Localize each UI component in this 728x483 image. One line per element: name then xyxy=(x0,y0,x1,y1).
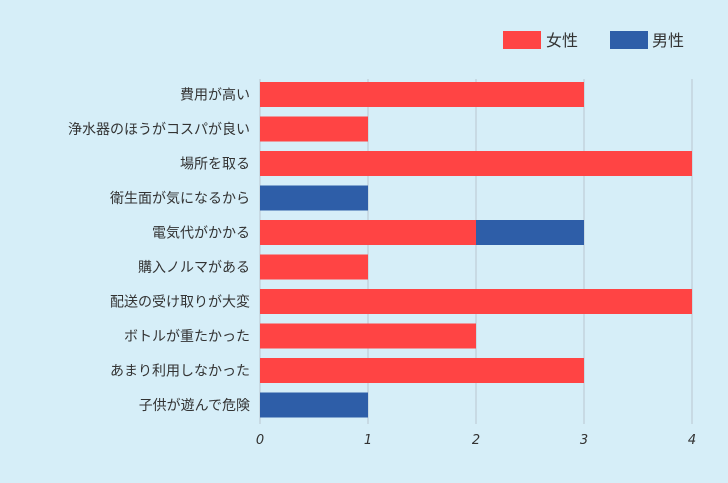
bar-male xyxy=(260,392,368,418)
bar-female xyxy=(260,116,368,142)
bar-female xyxy=(260,220,476,245)
legend-swatch-female xyxy=(503,31,541,49)
bars xyxy=(260,82,692,418)
x-tick-label: 3 xyxy=(580,433,588,448)
category-label: 浄水器のほうがコスパが良い xyxy=(68,122,250,138)
bar-female xyxy=(260,254,368,280)
category-labels: 費用が高い浄水器のほうがコスパが良い場所を取る衛生面が気になるから電気代がかかる… xyxy=(68,87,250,415)
category-label: ボトルが重たかった xyxy=(124,329,250,345)
x-tick-label: 1 xyxy=(364,433,372,448)
bar-male xyxy=(476,220,584,245)
bar-female xyxy=(260,289,692,314)
x-tick-label: 2 xyxy=(472,433,480,448)
bar-female xyxy=(260,358,584,383)
category-label: 電気代がかかる xyxy=(152,226,250,242)
category-label: 購入ノルマがある xyxy=(138,260,250,276)
bar-female xyxy=(260,323,476,349)
legend: 女性 男性 xyxy=(503,31,684,50)
category-label: 費用が高い xyxy=(180,87,250,104)
x-tick-label: 0 xyxy=(256,433,264,448)
bar-male xyxy=(260,185,368,211)
category-label: 場所を取る xyxy=(180,157,250,173)
x-tick-labels: 0 1 2 3 4 xyxy=(256,433,696,448)
bar-female xyxy=(260,82,584,107)
category-label: あまり利用しなかった xyxy=(110,364,250,380)
x-tick-label: 4 xyxy=(688,433,696,448)
bar-female xyxy=(260,151,692,176)
category-label: 配送の受け取りが大変 xyxy=(110,294,250,311)
legend-label-male: 男性 xyxy=(652,31,684,50)
category-label: 子供が遊んで危険 xyxy=(139,398,250,414)
category-label: 衛生面が気になるから xyxy=(110,191,250,207)
legend-label-female: 女性 xyxy=(546,31,578,50)
legend-swatch-male xyxy=(610,31,648,49)
